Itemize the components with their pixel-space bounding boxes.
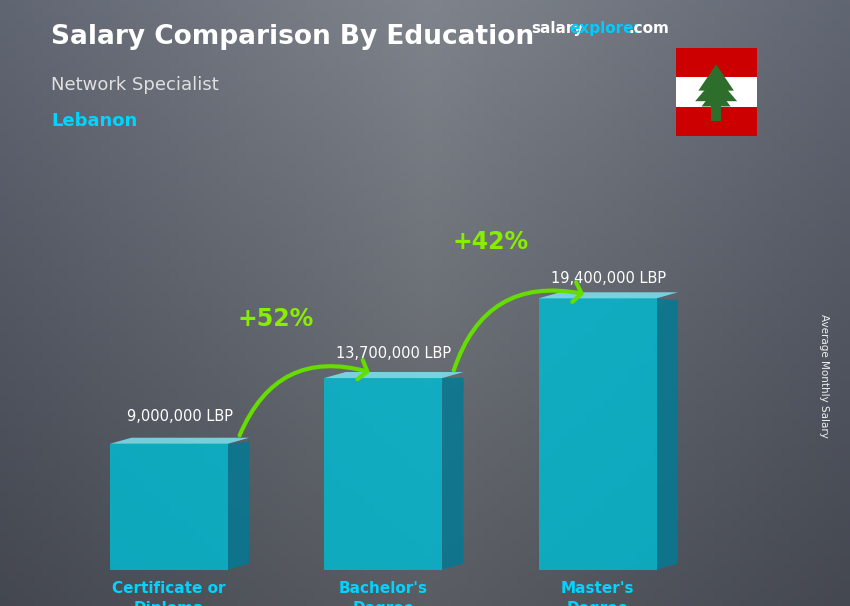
Bar [676,107,756,136]
Polygon shape [699,64,734,91]
Text: +42%: +42% [452,230,529,254]
Polygon shape [656,298,678,570]
Polygon shape [110,438,249,444]
Bar [539,298,656,570]
Text: .com: .com [629,21,670,36]
Text: +52%: +52% [238,307,314,331]
Text: explorer: explorer [570,21,642,36]
Polygon shape [442,378,463,570]
Text: salary: salary [531,21,584,36]
Bar [325,378,442,570]
Text: Lebanon: Lebanon [51,112,137,130]
Text: 19,400,000 LBP: 19,400,000 LBP [551,271,666,286]
Bar [676,48,756,78]
Text: Salary Comparison By Education: Salary Comparison By Education [51,24,534,50]
Text: Average Monthly Salary: Average Monthly Salary [819,314,829,438]
Text: 13,700,000 LBP: 13,700,000 LBP [337,346,451,361]
Bar [110,444,228,570]
Polygon shape [701,87,731,107]
Polygon shape [711,107,721,121]
Text: 9,000,000 LBP: 9,000,000 LBP [127,409,233,424]
Polygon shape [695,76,737,101]
Polygon shape [325,372,463,378]
Polygon shape [539,292,678,298]
Polygon shape [228,442,249,570]
Text: Network Specialist: Network Specialist [51,76,218,94]
